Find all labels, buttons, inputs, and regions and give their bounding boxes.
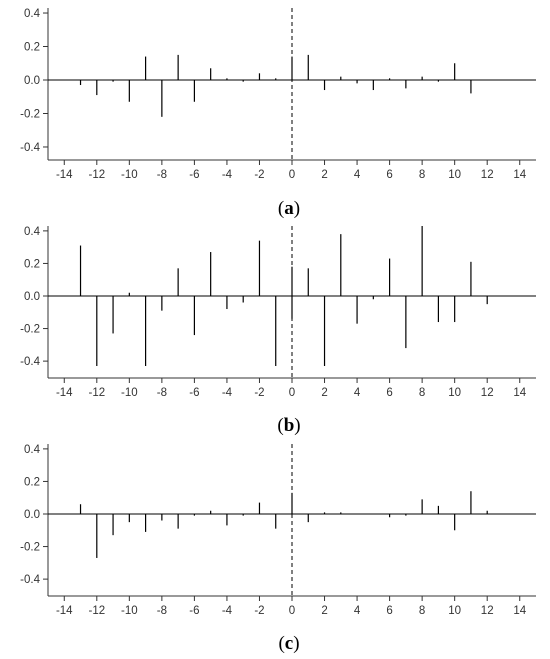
- x-tick-label: 8: [419, 169, 425, 181]
- x-tick-label: 4: [354, 387, 361, 399]
- x-tick-label: 12: [481, 605, 494, 617]
- x-tick-label: -4: [222, 605, 233, 617]
- x-tick-label: -10: [121, 169, 138, 181]
- x-tick-label: 12: [481, 169, 494, 181]
- x-tick-label: -10: [121, 605, 138, 617]
- y-tick-label: 0.2: [24, 42, 40, 54]
- y-tick-label: -0.4: [20, 574, 40, 586]
- y-tick-label: 0.0: [24, 291, 40, 303]
- x-tick-label: 0: [289, 169, 295, 181]
- x-tick-label: 8: [419, 605, 425, 617]
- x-tick-label: -8: [157, 169, 167, 181]
- x-tick-label: 6: [386, 387, 392, 399]
- x-tick-label: -10: [121, 387, 138, 399]
- x-tick-label: 6: [386, 605, 392, 617]
- x-tick-label: 14: [513, 169, 526, 181]
- y-tick-label: 0.0: [24, 75, 40, 87]
- x-tick-label: 12: [481, 387, 494, 399]
- y-tick-label: 0.2: [24, 258, 40, 270]
- y-tick-label: 0.0: [24, 509, 40, 521]
- y-tick-label: 0.4: [24, 444, 41, 456]
- x-tick-label: -8: [157, 387, 167, 399]
- x-tick-label: -4: [222, 387, 233, 399]
- chart-panel-a: -0.4 -0.2 0.0 0.2 0.4 -14 -12 -10 -8 -6 -4 -2 0 2 4 6 8 1…: [20, 8, 536, 219]
- x-tick-label: 2: [321, 605, 327, 617]
- x-tick-label: 4: [354, 169, 361, 181]
- x-tick-label: -8: [157, 605, 167, 617]
- panel-caption: (b): [277, 415, 300, 436]
- y-tick-label: 0.4: [24, 226, 41, 238]
- x-tick-label: 10: [448, 387, 461, 399]
- x-tick-label: -14: [56, 605, 73, 617]
- chart-panel-c: -0.4 -0.2 0.0 0.2 0.4 -14 -12 -10 -8 -6 -4 -2 0 2 4 6 8 1…: [20, 444, 536, 654]
- panel-caption: (a): [278, 198, 300, 219]
- y-tick-label: -0.2: [20, 108, 40, 120]
- y-tick-label: -0.2: [20, 542, 40, 554]
- x-tick-label: -2: [254, 169, 264, 181]
- x-tick-label: 2: [321, 387, 327, 399]
- x-tick-label: 8: [419, 387, 425, 399]
- x-tick-label: -14: [56, 387, 73, 399]
- x-tick-label: 10: [448, 605, 461, 617]
- x-tick-label: -6: [189, 169, 199, 181]
- x-tick-label: -12: [88, 605, 105, 617]
- y-tick-label: -0.4: [20, 356, 40, 368]
- panel-caption: (c): [278, 633, 299, 654]
- x-tick-label: 0: [289, 605, 295, 617]
- y-tick-label: -0.4: [20, 142, 40, 154]
- x-tick-label: 0: [289, 387, 295, 399]
- y-tick-label: 0.4: [24, 8, 41, 20]
- y-tick-label: 0.2: [24, 476, 40, 488]
- x-tick-label: 2: [321, 169, 327, 181]
- x-tick-label: 14: [513, 605, 526, 617]
- x-tick-label: 4: [354, 605, 361, 617]
- x-tick-label: -2: [254, 605, 264, 617]
- x-tick-label: -4: [222, 169, 233, 181]
- x-tick-label: -14: [56, 169, 73, 181]
- x-tick-label: 10: [448, 169, 461, 181]
- y-tick-label: -0.2: [20, 324, 40, 336]
- x-tick-label: -6: [189, 387, 199, 399]
- x-tick-label: -2: [254, 387, 264, 399]
- chart-panel-b: -0.4 -0.2 0.0 0.2 0.4 -14 -12 -10 -8 -6 -4 -2 0 2 4 6 8 1…: [20, 226, 536, 436]
- x-tick-label: 14: [513, 387, 526, 399]
- x-tick-label: 6: [386, 169, 392, 181]
- x-tick-label: -6: [189, 605, 199, 617]
- x-tick-label: -12: [88, 169, 105, 181]
- x-tick-label: -12: [88, 387, 105, 399]
